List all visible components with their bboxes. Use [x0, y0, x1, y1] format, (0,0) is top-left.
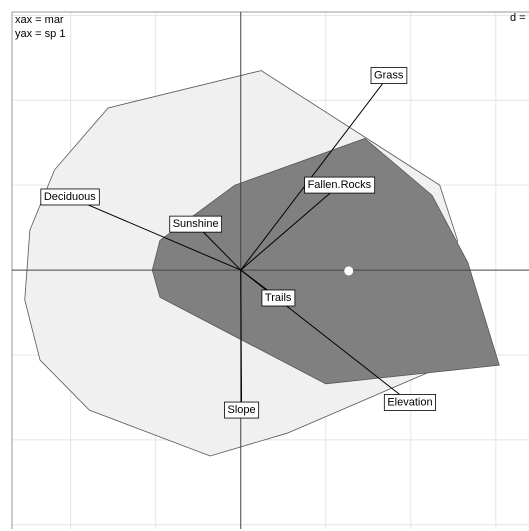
- point: [344, 266, 354, 276]
- arrow-label: Slope: [228, 404, 256, 416]
- arrow-label: Trails: [265, 292, 292, 304]
- label-box: [40, 188, 100, 206]
- label-box: [304, 176, 376, 194]
- arrow: [240, 184, 340, 271]
- arrow-label: Grass: [374, 70, 404, 82]
- annotation: d =: [510, 12, 526, 24]
- label-box: [370, 67, 408, 84]
- annotation: yax = sp 1: [15, 28, 65, 40]
- arrow-label: Sunshine: [173, 218, 219, 230]
- arrow-label: Elevation: [387, 396, 432, 408]
- label-box: [261, 289, 296, 307]
- hull: [151, 138, 500, 385]
- annotation: xax = mar: [15, 14, 64, 26]
- arrow-label: Deciduous: [44, 191, 96, 203]
- label-box: [383, 394, 436, 411]
- arrow: [69, 196, 241, 271]
- label-box: [224, 401, 260, 419]
- arrow: [240, 75, 390, 271]
- arrow-label: Fallen.Rocks: [308, 179, 372, 191]
- label-box: [169, 215, 223, 233]
- arrow: [239, 270, 245, 411]
